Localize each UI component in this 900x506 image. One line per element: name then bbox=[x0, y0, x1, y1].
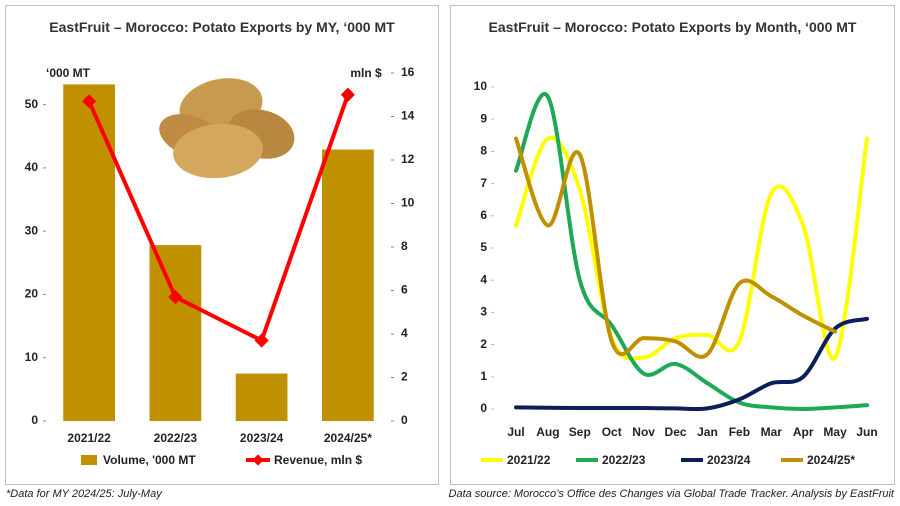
x-tick-label: Aug bbox=[536, 425, 559, 439]
y-tick-label: 40 bbox=[25, 160, 39, 174]
right-panel: 0 1 2 3 4 5 6 7 8 9 10 Jul Aug Sep Oct Nov Dec Jan Feb Mar A… bbox=[450, 5, 895, 485]
x-tick-label: Mar bbox=[761, 425, 783, 439]
line bbox=[514, 316, 869, 412]
x-tick-label: Sep bbox=[569, 425, 591, 439]
x-tick-label: Jan bbox=[697, 425, 718, 439]
bar bbox=[322, 149, 374, 421]
x-tick-label: Nov bbox=[632, 425, 655, 439]
y2-tick-label: 0 bbox=[401, 413, 408, 427]
x-tick-label: Jul bbox=[507, 425, 524, 439]
marker bbox=[168, 289, 183, 305]
legend-label: Revenue, mln $ bbox=[274, 453, 362, 467]
y-tick-label: 3 bbox=[480, 305, 487, 319]
x-tick-label: Oct bbox=[602, 425, 622, 439]
y2-tick-label: 4 bbox=[401, 326, 408, 340]
bar bbox=[235, 373, 288, 421]
y-tick-label: 8 bbox=[480, 144, 487, 158]
y-axis-label: ‘000 MT bbox=[46, 66, 91, 80]
y2-tick-label: 10 bbox=[401, 196, 415, 210]
x-tick-label: 2024/25* bbox=[324, 431, 372, 445]
bar bbox=[149, 245, 202, 421]
chart: 0 1 2 3 4 5 6 7 8 9 10 Jul Aug Sep Oct Nov Dec Jan Feb Mar A… bbox=[474, 79, 878, 467]
chart-title: EastFruit – Morocco: Potato Exports by M… bbox=[49, 19, 395, 35]
y-tick-label: 10 bbox=[25, 350, 39, 364]
line bbox=[514, 136, 838, 359]
bar bbox=[63, 84, 115, 421]
y-tick-label: 4 bbox=[480, 272, 487, 286]
legend-label: 2024/25* bbox=[807, 453, 855, 467]
line bbox=[87, 94, 350, 344]
legend-label: 2021/22 bbox=[507, 453, 551, 467]
x-tick-label: Jun bbox=[856, 425, 877, 439]
y-tick-label: 1 bbox=[480, 369, 487, 383]
source-note: Data source: Morocco’s Office des Change… bbox=[448, 488, 894, 500]
y-tick-label: 10 bbox=[474, 79, 488, 93]
x-tick-label: Feb bbox=[729, 425, 750, 439]
x-tick-label: Apr bbox=[793, 425, 814, 439]
chart: 0 10 20 30 40 50 0 2 4 6 8 10 12 14 16 ‘000 MT mln $ 2021… bbox=[25, 65, 415, 467]
y-tick-label: 2 bbox=[480, 337, 487, 351]
y-tick-label: 0 bbox=[31, 413, 38, 427]
y2-axis-label: mln $ bbox=[350, 66, 382, 80]
y-tick-label: 7 bbox=[480, 176, 487, 190]
line bbox=[514, 135, 869, 361]
legend-label: 2022/23 bbox=[602, 453, 646, 467]
y-tick-label: 20 bbox=[25, 287, 39, 301]
legend-swatch bbox=[81, 455, 97, 465]
y-tick-label: 50 bbox=[25, 97, 39, 111]
y-tick-label: 9 bbox=[480, 111, 487, 125]
y2-tick-label: 6 bbox=[401, 283, 408, 297]
left-panel: 0 10 20 30 40 50 0 2 4 6 8 10 12 14 16 ‘000 MT mln $ 2021… bbox=[5, 5, 439, 485]
y-tick-label: 0 bbox=[480, 401, 487, 415]
y2-tick-label: 2 bbox=[401, 370, 408, 384]
marker bbox=[254, 333, 269, 348]
x-tick-label: May bbox=[823, 425, 847, 439]
footnote: *Data for MY 2024/25: July-May bbox=[6, 488, 162, 500]
x-tick-label: 2022/23 bbox=[154, 431, 198, 445]
y-tick-label: 6 bbox=[480, 208, 487, 222]
chart-title: EastFruit – Morocco: Potato Exports by M… bbox=[488, 19, 857, 35]
y-tick-label: 30 bbox=[25, 223, 39, 237]
marker bbox=[340, 87, 355, 102]
legend-marker bbox=[252, 454, 264, 466]
legend-label: Volume, '000 MT bbox=[103, 453, 196, 467]
y-tick-label: 5 bbox=[480, 240, 487, 254]
y2-tick-label: 14 bbox=[401, 109, 415, 123]
x-tick-label: Dec bbox=[665, 425, 687, 439]
line bbox=[514, 91, 869, 412]
legend-label: 2023/24 bbox=[707, 453, 751, 467]
y2-tick-label: 16 bbox=[401, 65, 415, 79]
x-tick-label: 2023/24 bbox=[240, 431, 284, 445]
y2-tick-label: 8 bbox=[401, 239, 408, 253]
y2-tick-label: 12 bbox=[401, 152, 415, 166]
potato-illustration bbox=[159, 78, 295, 179]
x-tick-label: 2021/22 bbox=[67, 431, 111, 445]
